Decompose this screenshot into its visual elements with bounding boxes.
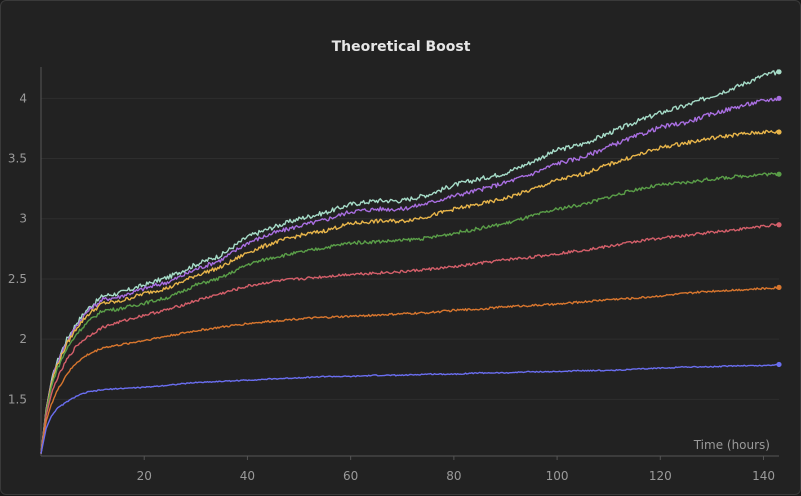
x-tick-label: 140 [752,469,775,483]
y-axis-ticks: 1.5 2 2.5 3 3.5 4 [8,91,27,406]
x-tick-label: 20 [137,469,152,483]
y-tick-label: 3 [19,212,27,226]
series-line [40,69,780,454]
x-tick-label: 40 [240,469,255,483]
series-line [40,363,780,454]
y-tick-label: 2 [19,332,27,346]
y-tick-label: 3.5 [8,152,27,166]
y-tick-label: 1.5 [8,392,27,406]
series-line [40,172,780,454]
x-tick-label: 120 [649,469,672,483]
series-end-point [776,95,782,101]
series-end-point [776,171,782,177]
series-line [40,97,780,454]
x-axis-label: Time (hours) [693,438,770,452]
series-line [40,129,780,454]
series-end-point [776,284,782,290]
series-end-point [776,361,782,368]
series-line [40,286,780,454]
y-tick-label: 2.5 [8,272,27,286]
series-end-point [776,222,782,228]
x-tick-label: 60 [343,469,358,483]
series-line [40,223,780,454]
series-end-point [776,129,782,135]
series-end-point [776,69,782,75]
x-tick-label: 100 [546,469,569,483]
series-lines [40,69,782,454]
grid-lines [41,97,779,400]
chart-title: Theoretical Boost [332,39,471,55]
x-tick-label: 80 [446,469,461,483]
x-axis-ticks: 20 40 60 80 100 120 140 [137,456,775,483]
y-tick-label: 4 [19,91,27,105]
